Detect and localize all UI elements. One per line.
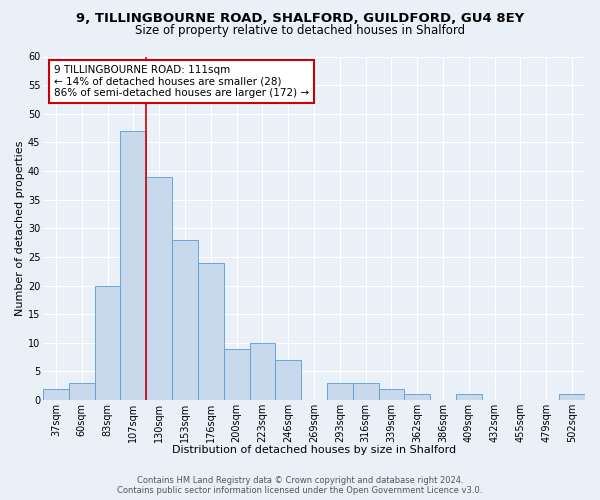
Bar: [224, 348, 250, 400]
Bar: [146, 176, 172, 400]
Bar: [404, 394, 430, 400]
Text: Contains HM Land Registry data © Crown copyright and database right 2024.
Contai: Contains HM Land Registry data © Crown c…: [118, 476, 482, 495]
Y-axis label: Number of detached properties: Number of detached properties: [15, 140, 25, 316]
Bar: [69, 383, 95, 400]
Bar: [456, 394, 482, 400]
Bar: [275, 360, 301, 400]
Bar: [250, 343, 275, 400]
Bar: [379, 388, 404, 400]
Bar: [172, 240, 198, 400]
Bar: [121, 131, 146, 400]
X-axis label: Distribution of detached houses by size in Shalford: Distribution of detached houses by size …: [172, 445, 456, 455]
Bar: [95, 286, 121, 400]
Bar: [559, 394, 585, 400]
Text: Size of property relative to detached houses in Shalford: Size of property relative to detached ho…: [135, 24, 465, 37]
Text: 9 TILLINGBOURNE ROAD: 111sqm
← 14% of detached houses are smaller (28)
86% of se: 9 TILLINGBOURNE ROAD: 111sqm ← 14% of de…: [54, 65, 309, 98]
Bar: [198, 262, 224, 400]
Bar: [353, 383, 379, 400]
Bar: [43, 388, 69, 400]
Text: 9, TILLINGBOURNE ROAD, SHALFORD, GUILDFORD, GU4 8EY: 9, TILLINGBOURNE ROAD, SHALFORD, GUILDFO…: [76, 12, 524, 26]
Bar: [327, 383, 353, 400]
